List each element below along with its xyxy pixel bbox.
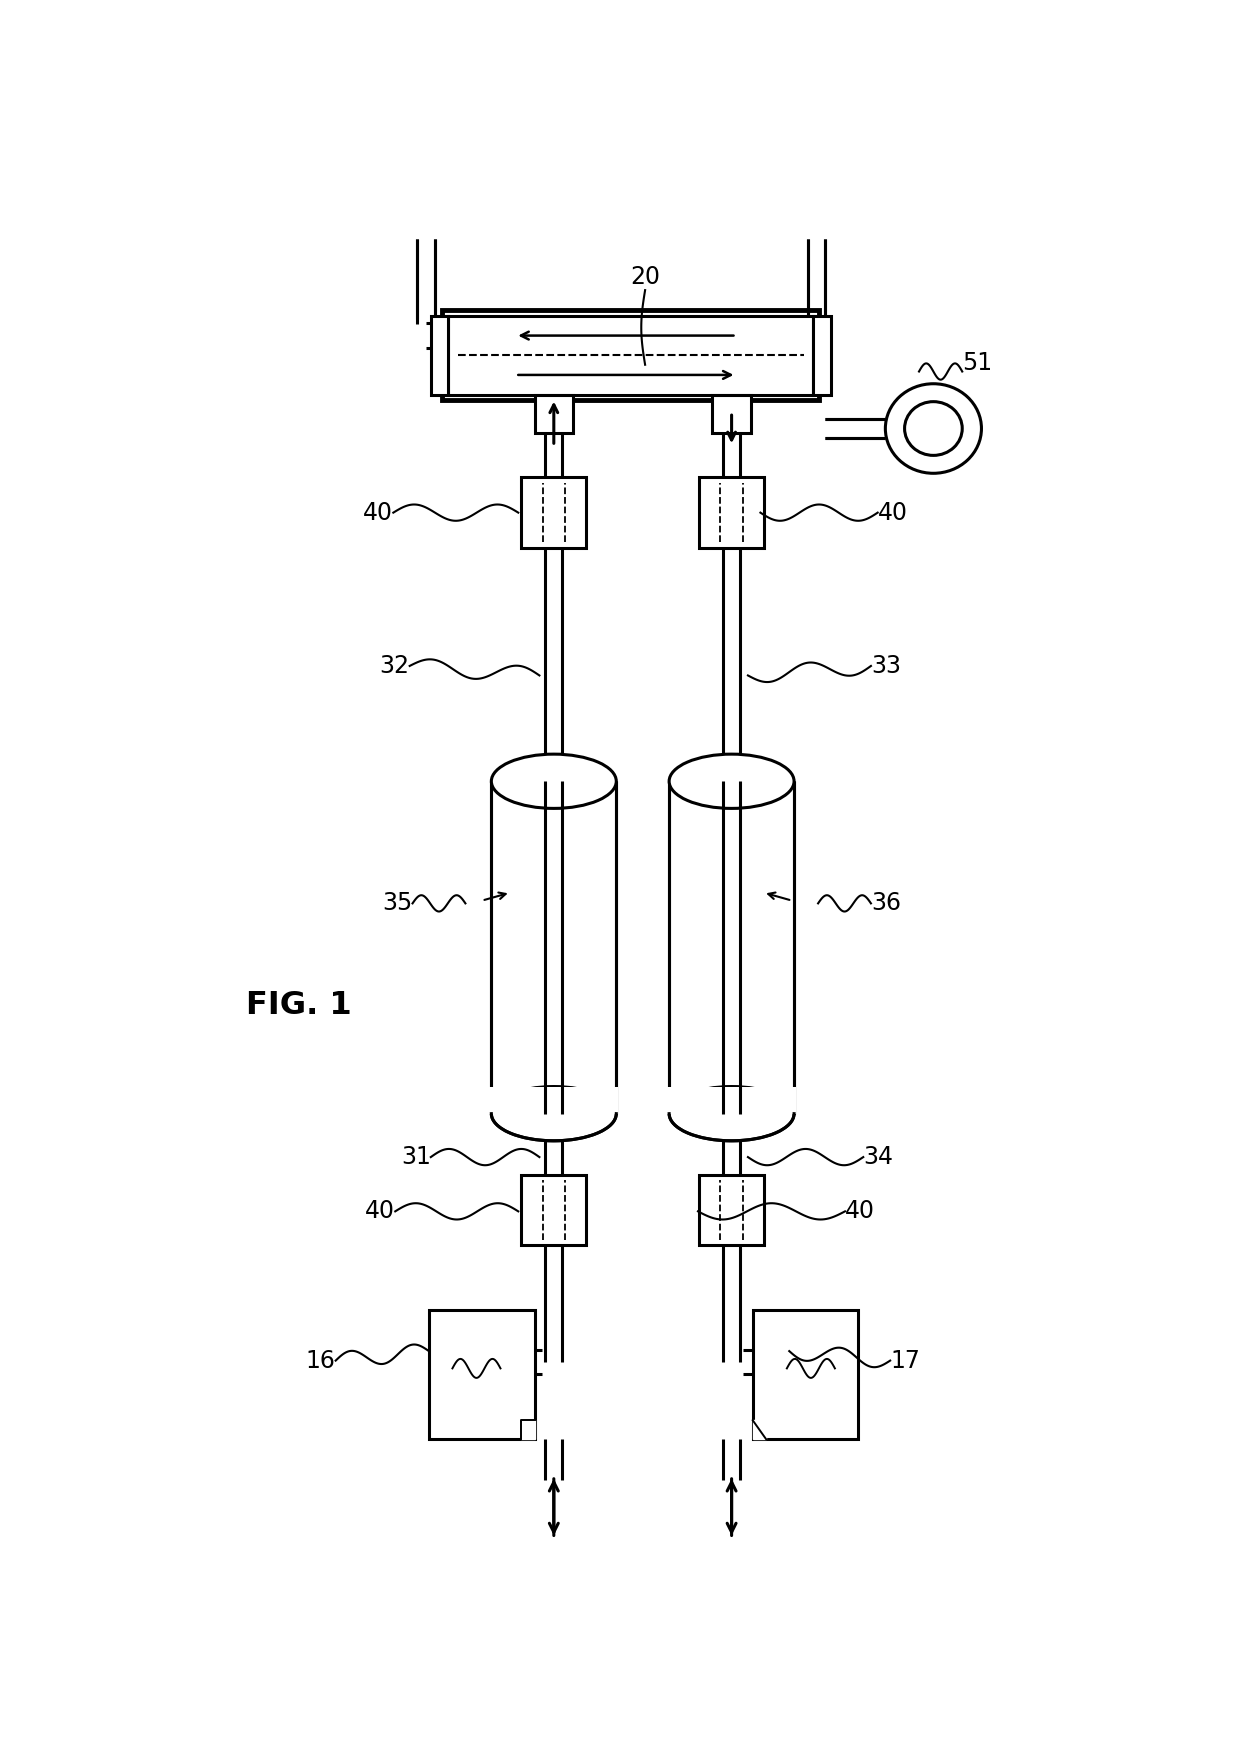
Ellipse shape [885,384,982,474]
Text: 16: 16 [306,1348,336,1373]
Bar [429,1311,534,1440]
Text: 40: 40 [366,1200,396,1223]
Bar [521,478,587,548]
Bar [699,1175,764,1246]
Bar [670,781,794,1114]
Bar [490,1087,619,1114]
Bar [430,315,448,395]
Bar [521,1175,587,1246]
Bar [534,395,573,433]
Polygon shape [753,1420,766,1440]
Text: 17: 17 [890,1348,920,1373]
Bar [813,315,831,395]
Bar [448,315,813,395]
Bar [418,238,435,319]
Bar [807,238,825,319]
Text: 34: 34 [863,1145,893,1170]
Bar [667,1087,796,1114]
Ellipse shape [491,754,616,809]
Bar [712,395,751,433]
Bar [816,324,831,347]
Ellipse shape [905,402,962,455]
Bar [699,478,764,548]
Bar [825,419,885,439]
Text: 32: 32 [379,654,409,678]
Text: 35: 35 [382,892,413,916]
Text: 40: 40 [878,500,908,525]
Text: 20: 20 [630,264,660,289]
Ellipse shape [670,1087,794,1140]
Bar [427,324,430,347]
Bar [753,1311,858,1440]
Text: FIG. 1: FIG. 1 [247,990,352,1020]
Ellipse shape [670,754,794,809]
Text: 33: 33 [870,654,901,678]
Text: 51: 51 [962,351,992,375]
Text: 31: 31 [401,1145,430,1170]
Bar [491,781,616,1114]
Text: 36: 36 [870,892,901,916]
Text: 40: 40 [363,500,393,525]
Ellipse shape [491,1087,616,1140]
Polygon shape [521,1420,534,1440]
Bar [443,310,820,400]
Text: 40: 40 [844,1200,875,1223]
